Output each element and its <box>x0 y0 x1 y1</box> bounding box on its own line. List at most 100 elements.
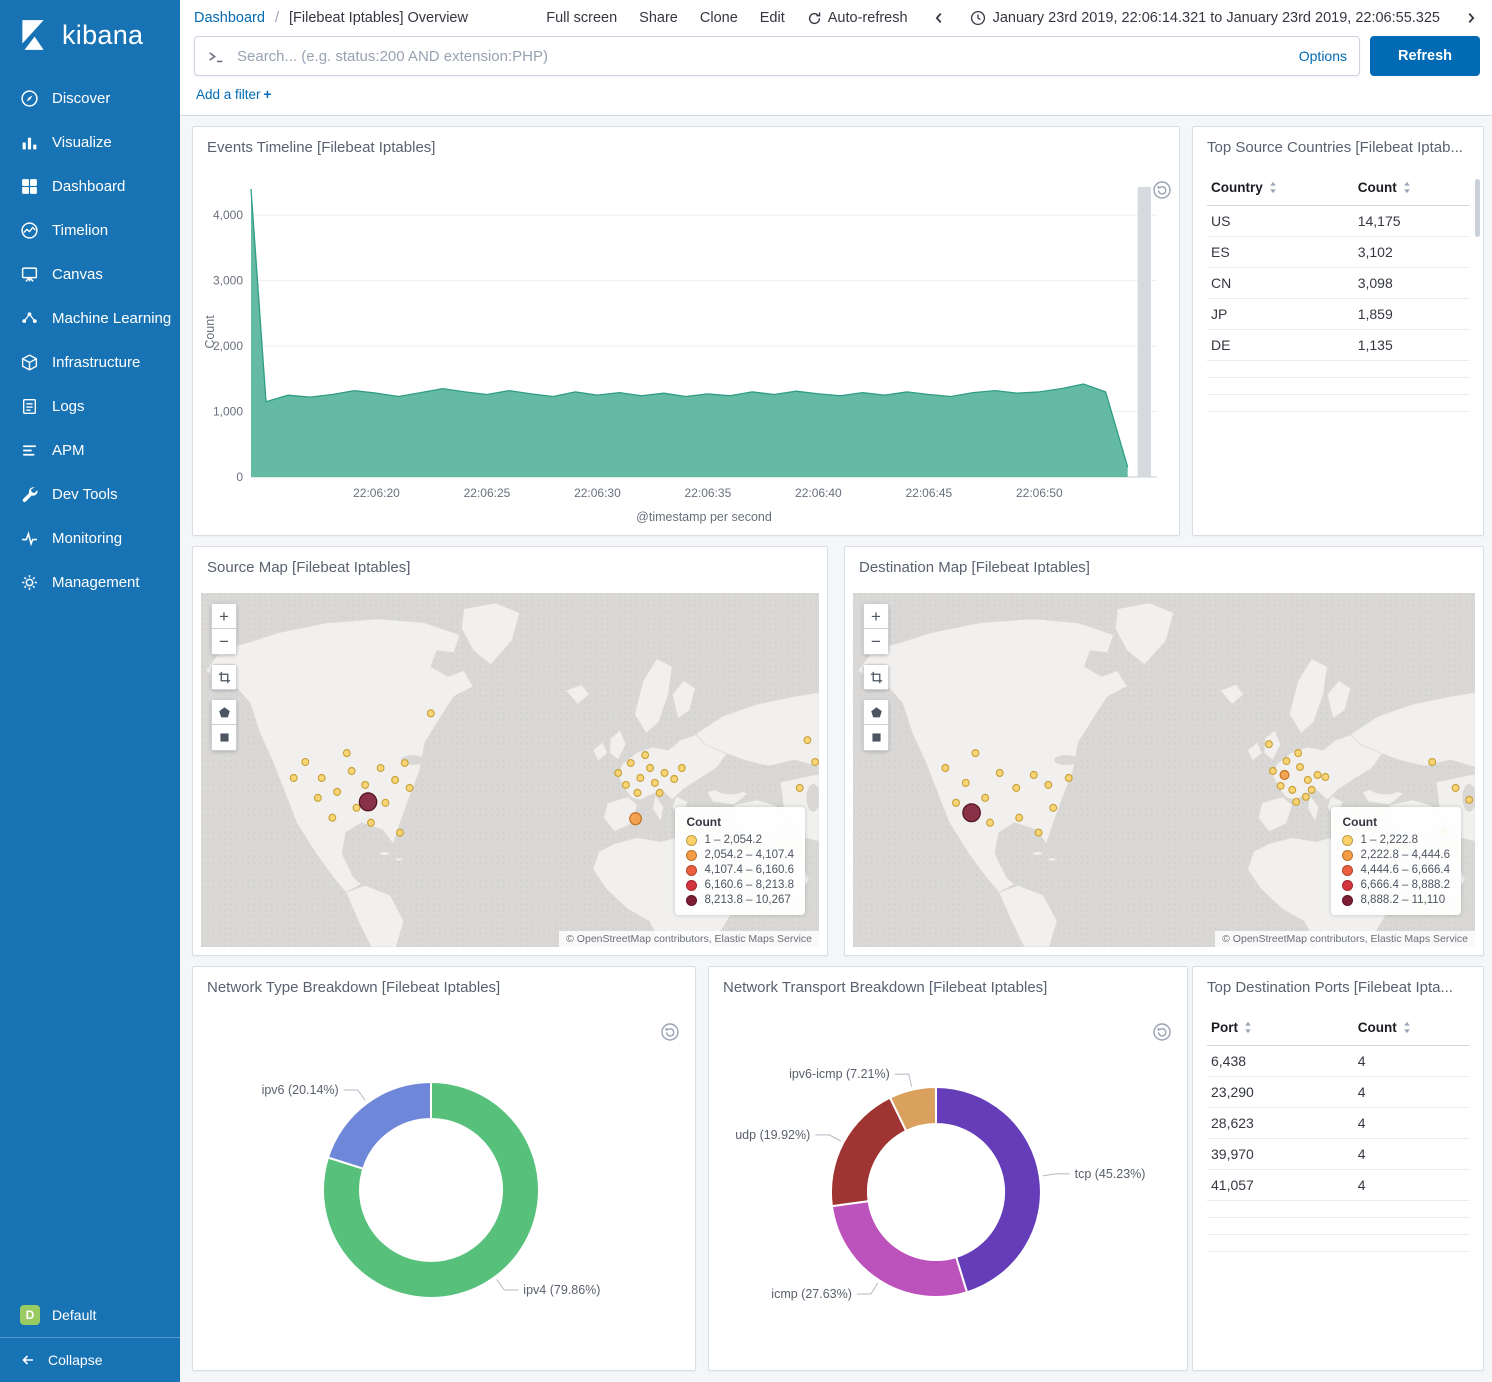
map-marker[interactable] <box>633 788 642 797</box>
search-input[interactable] <box>235 46 1289 66</box>
scrollbar-thumb[interactable] <box>1475 179 1480 237</box>
sidebar-item-management[interactable]: Management <box>0 560 180 604</box>
map-marker[interactable] <box>1321 772 1330 782</box>
collapse-nav-button[interactable]: Collapse <box>0 1337 180 1382</box>
map-marker[interactable] <box>289 773 298 783</box>
map-marker[interactable] <box>1451 783 1460 792</box>
map-marker[interactable] <box>621 780 630 789</box>
map-marker[interactable] <box>641 751 650 760</box>
map-marker[interactable] <box>1044 780 1053 789</box>
sidebar-item-machine-learning[interactable]: Machine Learning <box>0 296 180 340</box>
sidebar-item-discover[interactable]: Discover <box>0 76 180 120</box>
zoom-out-button[interactable]: − <box>211 629 237 655</box>
map-marker[interactable] <box>400 758 409 768</box>
map-marker[interactable] <box>1268 766 1277 776</box>
map-marker[interactable] <box>328 813 337 822</box>
map-marker[interactable] <box>358 792 378 812</box>
map-marker[interactable] <box>1294 749 1303 758</box>
column-header-port[interactable]: Port <box>1207 1012 1354 1046</box>
sidebar-item-dev-tools[interactable]: Dev Tools <box>0 472 180 516</box>
sidebar-item-monitoring[interactable]: Monitoring <box>0 516 180 560</box>
map-marker[interactable] <box>381 798 390 807</box>
map-marker[interactable] <box>1282 756 1291 766</box>
space-selector[interactable]: D Default <box>0 1293 180 1337</box>
network-transport-donut[interactable]: tcp (45.23%) icmp (27.63%) udp (19.92%) ipv… <box>709 1007 1189 1365</box>
full-screen-button[interactable]: Full screen <box>546 10 618 26</box>
map-marker[interactable] <box>650 778 659 788</box>
map-marker[interactable] <box>342 749 351 758</box>
map-marker[interactable] <box>426 709 435 718</box>
map-marker[interactable] <box>1064 773 1073 783</box>
map-marker[interactable] <box>961 778 970 788</box>
column-header-count[interactable]: Count <box>1353 1012 1469 1046</box>
sidebar-item-visualize[interactable]: Visualize <box>0 120 180 164</box>
map-marker[interactable] <box>1428 757 1437 767</box>
map-marker[interactable] <box>313 793 322 802</box>
map-marker[interactable] <box>1313 770 1322 780</box>
edit-button[interactable]: Edit <box>759 10 785 26</box>
map-marker[interactable] <box>1015 813 1024 822</box>
map-marker[interactable] <box>1296 762 1305 772</box>
time-forward-button[interactable] <box>1462 11 1480 25</box>
map-marker[interactable] <box>646 763 654 773</box>
map-marker[interactable] <box>1029 770 1038 780</box>
sidebar-item-apm[interactable]: APM <box>0 428 180 472</box>
map-marker[interactable] <box>626 758 635 768</box>
donut-slice[interactable] <box>829 1096 908 1208</box>
draw-rectangle-button[interactable] <box>863 725 889 751</box>
map-marker[interactable] <box>1034 828 1043 837</box>
map-marker[interactable] <box>670 774 679 784</box>
map-marker[interactable] <box>811 757 819 767</box>
kibana-logo[interactable]: kibana <box>0 0 180 70</box>
zoom-in-button[interactable]: + <box>211 603 237 629</box>
donut-slice[interactable] <box>888 1085 938 1133</box>
destination-map-canvas[interactable]: + − Count 1 – 2,222.8 2,222.8 – 4,444.6 4,4… <box>853 593 1475 947</box>
sidebar-item-canvas[interactable]: Canvas <box>0 252 180 296</box>
donut-slice[interactable] <box>830 1199 969 1298</box>
fit-bounds-button[interactable] <box>211 664 237 690</box>
map-marker[interactable] <box>986 818 995 827</box>
panel-time-badge[interactable] <box>661 1023 679 1041</box>
map-marker[interactable] <box>395 828 404 837</box>
sidebar-item-infrastructure[interactable]: Infrastructure <box>0 340 180 384</box>
map-marker[interactable] <box>677 763 686 773</box>
map-marker[interactable] <box>352 803 361 812</box>
sidebar-item-dashboard[interactable]: Dashboard <box>0 164 180 208</box>
donut-slice[interactable] <box>322 1080 540 1299</box>
map-marker[interactable] <box>1049 803 1058 812</box>
map-marker[interactable] <box>1276 781 1285 790</box>
map-marker[interactable] <box>962 803 981 823</box>
map-marker[interactable] <box>629 812 642 826</box>
column-header-count[interactable]: Count <box>1353 172 1469 206</box>
map-marker[interactable] <box>1307 785 1316 794</box>
events-timeline-chart[interactable]: 0 1,000 2,000 3,000 4,000 22:06:20 22:06:25 22:… <box>201 161 1169 533</box>
map-marker[interactable] <box>660 768 669 778</box>
map-marker[interactable] <box>1012 783 1021 792</box>
fit-bounds-button[interactable] <box>863 664 889 690</box>
sidebar-item-logs[interactable]: Logs <box>0 384 180 428</box>
map-marker[interactable] <box>952 798 961 807</box>
map-marker[interactable] <box>361 780 370 789</box>
map-marker[interactable] <box>1264 740 1273 749</box>
map-marker[interactable] <box>376 763 385 773</box>
refresh-button[interactable]: Refresh <box>1370 36 1480 76</box>
zoom-in-button[interactable]: + <box>863 603 889 629</box>
time-back-button[interactable] <box>930 11 948 25</box>
share-button[interactable]: Share <box>639 10 678 26</box>
draw-rectangle-button[interactable] <box>211 725 237 751</box>
query-options-link[interactable]: Options <box>1298 48 1347 64</box>
donut-slice[interactable] <box>326 1080 432 1170</box>
map-marker[interactable] <box>405 783 414 792</box>
map-marker[interactable] <box>614 768 623 778</box>
zoom-out-button[interactable]: − <box>863 629 889 655</box>
map-marker[interactable] <box>391 775 400 785</box>
map-marker[interactable] <box>317 773 326 783</box>
map-marker[interactable] <box>795 783 804 792</box>
map-marker[interactable] <box>803 736 812 745</box>
auto-refresh-button[interactable]: Auto-refresh <box>807 10 908 26</box>
sidebar-item-timelion[interactable]: Timelion <box>0 208 180 252</box>
column-header-country[interactable]: Country <box>1207 172 1354 206</box>
map-marker[interactable] <box>301 757 310 767</box>
map-marker[interactable] <box>333 787 342 796</box>
map-marker[interactable] <box>1292 797 1301 806</box>
